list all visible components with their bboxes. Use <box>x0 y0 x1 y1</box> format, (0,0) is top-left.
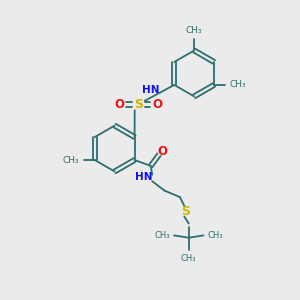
Text: HN: HN <box>142 85 160 94</box>
Text: S: S <box>181 205 190 218</box>
Text: O: O <box>152 98 162 111</box>
Text: CH₃: CH₃ <box>62 155 79 164</box>
Text: CH₃: CH₃ <box>230 80 246 89</box>
Text: CH₃: CH₃ <box>208 231 224 240</box>
Text: S: S <box>134 98 143 111</box>
Text: HN: HN <box>135 172 153 182</box>
Text: O: O <box>114 98 124 111</box>
Text: CH₃: CH₃ <box>186 26 202 35</box>
Text: O: O <box>157 145 167 158</box>
Text: CH₃: CH₃ <box>181 254 197 263</box>
Text: CH₃: CH₃ <box>154 231 170 240</box>
